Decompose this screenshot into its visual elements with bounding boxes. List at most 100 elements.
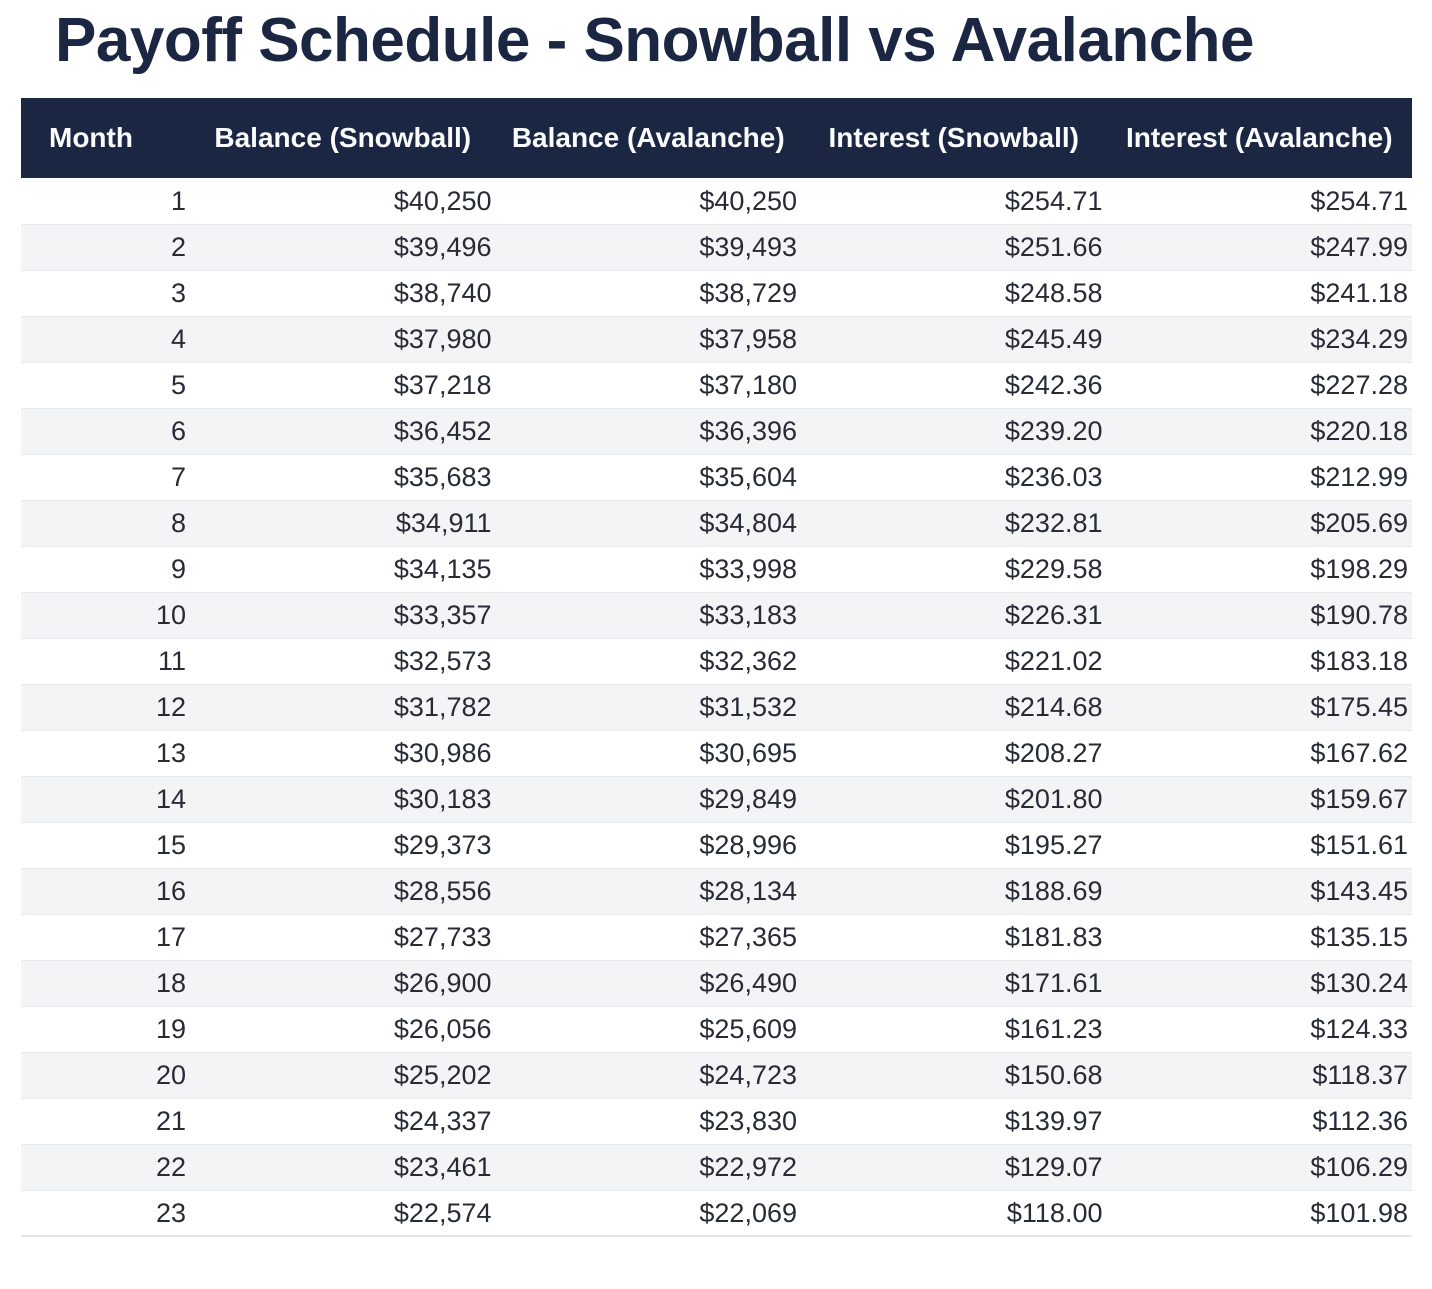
cell-interest-snowball: $214.68: [801, 683, 1107, 731]
table-row: 15 $29,373 $28,996 $195.27 $151.61: [21, 821, 1412, 869]
cell-month: 22: [21, 1143, 190, 1191]
cell-balance-snowball: $29,373: [190, 821, 496, 869]
cell-balance-snowball: $32,573: [190, 637, 496, 685]
cell-balance-avalanche: $23,830: [495, 1097, 801, 1145]
cell-interest-snowball: $245.49: [801, 315, 1107, 363]
cell-balance-snowball: $27,733: [190, 913, 496, 961]
cell-interest-avalanche: $220.18: [1106, 407, 1412, 455]
table-row: 3 $38,740 $38,729 $248.58 $241.18: [21, 269, 1412, 317]
cell-balance-snowball: $37,980: [190, 315, 496, 363]
cell-interest-snowball: $118.00: [801, 1189, 1107, 1238]
cell-interest-snowball: $236.03: [801, 453, 1107, 501]
cell-balance-snowball: $39,496: [190, 223, 496, 271]
table-row: 23 $22,574 $22,069 $118.00 $101.98: [21, 1189, 1412, 1238]
cell-interest-avalanche: $198.29: [1106, 545, 1412, 593]
table-row: 5 $37,218 $37,180 $242.36 $227.28: [21, 361, 1412, 409]
cell-interest-snowball: $226.31: [801, 591, 1107, 639]
cell-balance-snowball: $33,357: [190, 591, 496, 639]
cell-balance-avalanche: $33,183: [495, 591, 801, 639]
cell-interest-snowball: $239.20: [801, 407, 1107, 455]
cell-balance-snowball: $37,218: [190, 361, 496, 409]
table-row: 18 $26,900 $26,490 $171.61 $130.24: [21, 959, 1412, 1007]
cell-balance-avalanche: $27,365: [495, 913, 801, 961]
table-row: 20 $25,202 $24,723 $150.68 $118.37: [21, 1051, 1412, 1099]
cell-interest-snowball: $181.83: [801, 913, 1107, 961]
cell-month: 16: [21, 867, 190, 915]
cell-month: 6: [21, 407, 190, 455]
cell-interest-snowball: $188.69: [801, 867, 1107, 915]
cell-interest-snowball: $161.23: [801, 1005, 1107, 1053]
cell-balance-snowball: $26,900: [190, 959, 496, 1007]
col-header-interest-snowball: Interest (Snowball): [801, 98, 1107, 179]
col-header-interest-avalanche: Interest (Avalanche): [1106, 98, 1412, 179]
cell-month: 5: [21, 361, 190, 409]
cell-balance-avalanche: $33,998: [495, 545, 801, 593]
cell-balance-snowball: $22,574: [190, 1189, 496, 1238]
table-row: 1 $40,250 $40,250 $254.71 $254.71: [21, 178, 1412, 224]
cell-balance-avalanche: $29,849: [495, 775, 801, 823]
cell-interest-avalanche: $254.71: [1310, 185, 1408, 216]
cell-interest-avalanche: $112.36: [1106, 1097, 1412, 1145]
cell-month: 11: [21, 637, 190, 685]
table-row: 8 $34,911 $34,804 $232.81 $205.69: [21, 499, 1412, 547]
cell-balance-avalanche: $31,532: [495, 683, 801, 731]
table-row: 9 $34,135 $33,998 $229.58 $198.29: [21, 545, 1412, 593]
cell-interest-avalanche: $143.45: [1106, 867, 1412, 915]
cell-balance-avalanche: $26,490: [495, 959, 801, 1007]
cell-balance-snowball: $31,782: [190, 683, 496, 731]
cell-balance-avalanche: $32,362: [495, 637, 801, 685]
cell-interest-snowball: $248.58: [801, 269, 1107, 317]
cell-interest-avalanche: $151.61: [1106, 821, 1412, 869]
cell-month: 20: [21, 1051, 190, 1099]
cell-balance-avalanche: $22,972: [495, 1143, 801, 1191]
cell-balance-avalanche: $35,604: [495, 453, 801, 501]
cell-month: 8: [21, 499, 190, 547]
table-row: 6 $36,452 $36,396 $239.20 $220.18: [21, 407, 1412, 455]
cell-month: 21: [21, 1097, 190, 1145]
cell-month: 10: [21, 591, 190, 639]
cell-balance-avalanche: $28,996: [495, 821, 801, 869]
cell-balance-avalanche: $22,069: [495, 1189, 801, 1238]
table-row: 22 $23,461 $22,972 $129.07 $106.29: [21, 1143, 1412, 1191]
cell-month: 9: [21, 545, 190, 593]
table-body: 1 $40,250 $40,250 $254.71 $254.71 2 $39,496 $39…: [21, 178, 1412, 1238]
cell-interest-avalanche: $212.99: [1106, 453, 1412, 501]
cell-balance-snowball: $26,056: [190, 1005, 496, 1053]
cell-balance-snowball: $38,740: [190, 269, 496, 317]
col-header-month: Month: [21, 98, 190, 179]
cell-interest-avalanche: $101.98: [1106, 1189, 1412, 1238]
cell-balance-snowball: $23,461: [190, 1143, 496, 1191]
cell-interest-avalanche: $135.15: [1106, 913, 1412, 961]
cell-month: 7: [21, 453, 190, 501]
cell-interest-avalanche: $241.18: [1106, 269, 1412, 317]
cell-interest-snowball: $232.81: [801, 499, 1107, 547]
cell-balance-avalanche: $30,695: [495, 729, 801, 777]
cell-interest-avalanche: $130.24: [1106, 959, 1412, 1007]
table-header: Month Balance (Snowball) Balance (Avalan…: [21, 98, 1412, 179]
cell-interest-snowball: $242.36: [801, 361, 1107, 409]
cell-interest-snowball: $150.68: [801, 1051, 1107, 1099]
cell-balance-snowball: $40,250: [393, 185, 492, 216]
cell-month: 19: [21, 1005, 190, 1053]
cell-month: 3: [21, 269, 190, 317]
cell-balance-avalanche: $37,958: [495, 315, 801, 363]
table-row: 4 $37,980 $37,958 $245.49 $234.29: [21, 315, 1412, 363]
cell-interest-snowball: $171.61: [801, 959, 1107, 1007]
cell-month: 23: [21, 1189, 190, 1238]
table-row: 17 $27,733 $27,365 $181.83 $135.15: [21, 913, 1412, 961]
cell-month: 15: [21, 821, 190, 869]
table-row: 11 $32,573 $32,362 $221.02 $183.18: [21, 637, 1412, 685]
cell-interest-avalanche: $247.99: [1106, 223, 1412, 271]
cell-balance-snowball: $36,452: [190, 407, 496, 455]
cell-interest-avalanche: $227.28: [1106, 361, 1412, 409]
cell-interest-avalanche: $234.29: [1106, 315, 1412, 363]
cell-balance-snowball: $28,556: [190, 867, 496, 915]
cell-interest-snowball: $129.07: [801, 1143, 1107, 1191]
cell-interest-avalanche: $124.33: [1106, 1005, 1412, 1053]
cell-month: 2: [21, 223, 190, 271]
cell-interest-avalanche: $167.62: [1106, 729, 1412, 777]
cell-balance-avalanche: $38,729: [495, 269, 801, 317]
cell-balance-avalanche: $40,250: [699, 185, 797, 216]
cell-interest-snowball: $251.66: [801, 223, 1107, 271]
cell-balance-snowball: $30,183: [190, 775, 496, 823]
